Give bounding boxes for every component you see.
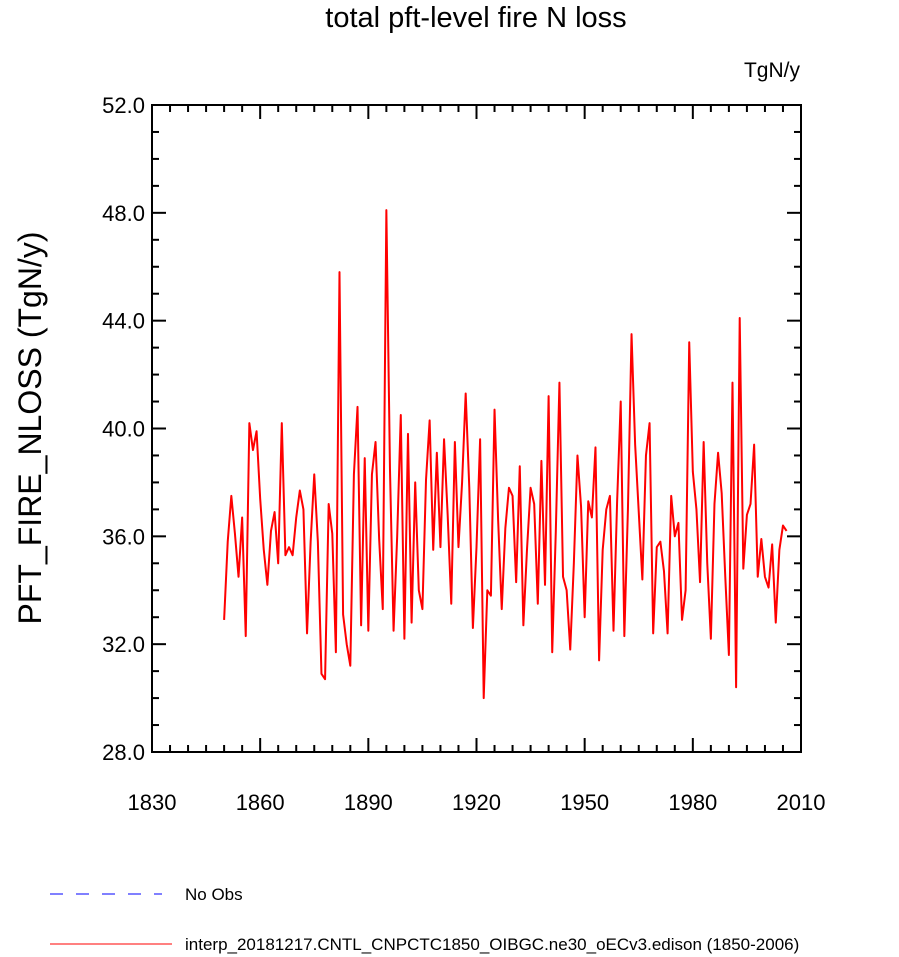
x-tick-label: 2010: [777, 790, 826, 815]
x-tick-label: 1920: [452, 790, 501, 815]
x-tick-label: 1980: [668, 790, 717, 815]
y-tick-label: 48.0: [102, 201, 145, 226]
y-tick-label: 28.0: [102, 740, 145, 765]
tick-layer: 28.0 32.0 36.0 40.0 44.0 48.0 52.0 1830 1860 1890…: [102, 93, 825, 815]
x-tick-label: 1950: [560, 790, 609, 815]
y-tick-label: 44.0: [102, 309, 145, 334]
y-tick-label: 32.0: [102, 632, 145, 657]
plot-series-layer: [223, 209, 788, 700]
units-label: TgN/y: [744, 59, 801, 82]
legend: No Obs interp_20181217.CNTL_CNPCTC1850_O…: [50, 885, 799, 954]
legend-label-no-obs: No Obs: [185, 885, 243, 904]
chart-title: total pft-level fire N loss: [325, 2, 626, 34]
legend-label-model: interp_20181217.CNTL_CNPCTC1850_OIBGC.ne…: [185, 935, 799, 954]
x-tick-label: 1830: [128, 790, 177, 815]
y-tick-label: 52.0: [102, 93, 145, 118]
y-tick-label: 40.0: [102, 417, 145, 442]
x-tick-label: 1890: [344, 790, 393, 815]
x-tick-label: 1860: [236, 790, 285, 815]
y-tick-label: 36.0: [102, 524, 145, 549]
y-axis-label: PFT_FIRE_NLOSS (TgN/y): [12, 232, 48, 625]
series-line: [223, 209, 788, 700]
